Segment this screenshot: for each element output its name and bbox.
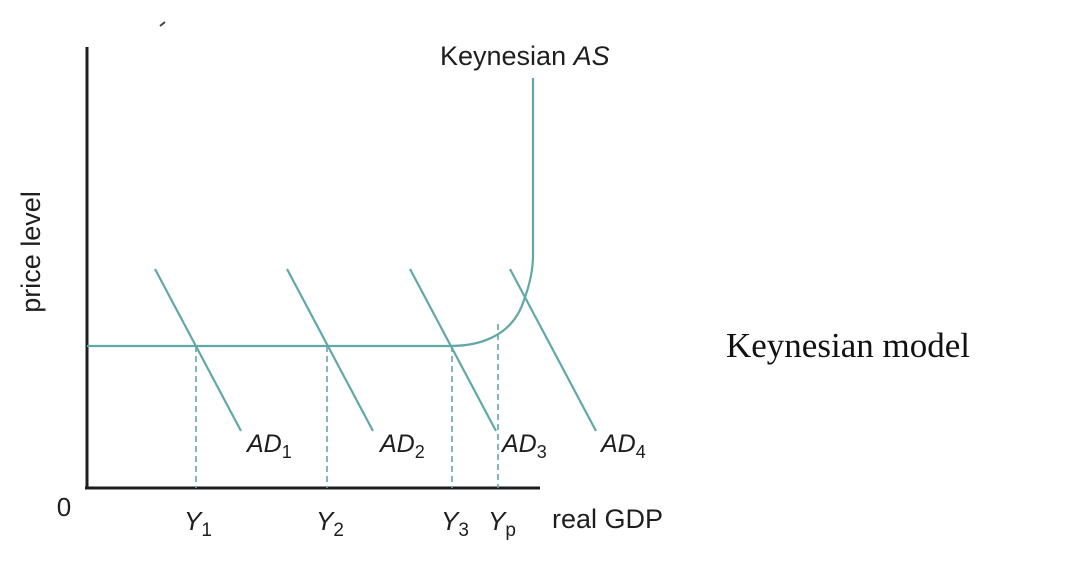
y-axis-label: price level xyxy=(16,191,46,313)
y3-label-base: Y xyxy=(441,506,460,536)
ad-curve-4 xyxy=(509,268,597,432)
y3-label-sub: 3 xyxy=(458,520,469,541)
y2-label: Y2 xyxy=(316,506,344,541)
ad-label-4: AD4 xyxy=(599,430,646,462)
ad-label-3-base: AD xyxy=(500,430,537,458)
ad-label-1: AD1 xyxy=(245,430,292,462)
ad-label-4-base: AD xyxy=(599,430,636,458)
as-curve-label: Keynesian AS xyxy=(440,41,610,71)
ad-curve-1 xyxy=(154,268,242,432)
as-label-suffix: AS xyxy=(572,41,610,71)
ad-curve-3 xyxy=(409,268,497,432)
ad-label-2: AD2 xyxy=(378,430,425,462)
ad-curve-2 xyxy=(286,268,374,432)
model-caption: Keynesian model xyxy=(726,326,970,365)
ad-label-3: AD3 xyxy=(500,430,547,462)
x-axis-label: real GDP xyxy=(552,504,663,534)
ad-label-4-sub: 4 xyxy=(636,442,646,462)
yp-label-sub: p xyxy=(505,520,516,541)
ad-label-1-sub: 1 xyxy=(282,442,292,462)
y2-label-base: Y xyxy=(316,506,335,536)
y2-label-sub: 2 xyxy=(333,520,344,541)
yp-label-base: Y xyxy=(488,506,507,536)
keynesian-as-curve xyxy=(87,78,535,348)
y3-label: Y3 xyxy=(441,506,469,541)
ad-label-3-sub: 3 xyxy=(537,442,547,462)
origin-label: 0 xyxy=(57,492,71,522)
ad-label-2-base: AD xyxy=(378,430,415,458)
y1-label: Y1 xyxy=(184,506,212,541)
y1-label-sub: 1 xyxy=(201,520,212,541)
ad-label-2-sub: 2 xyxy=(415,442,425,462)
y1-label-base: Y xyxy=(184,506,203,536)
stray-mark xyxy=(159,21,166,27)
as-label-prefix: Keynesian xyxy=(440,41,574,71)
ad-label-1-base: AD xyxy=(245,430,282,458)
yp-label: Yp xyxy=(488,506,516,541)
